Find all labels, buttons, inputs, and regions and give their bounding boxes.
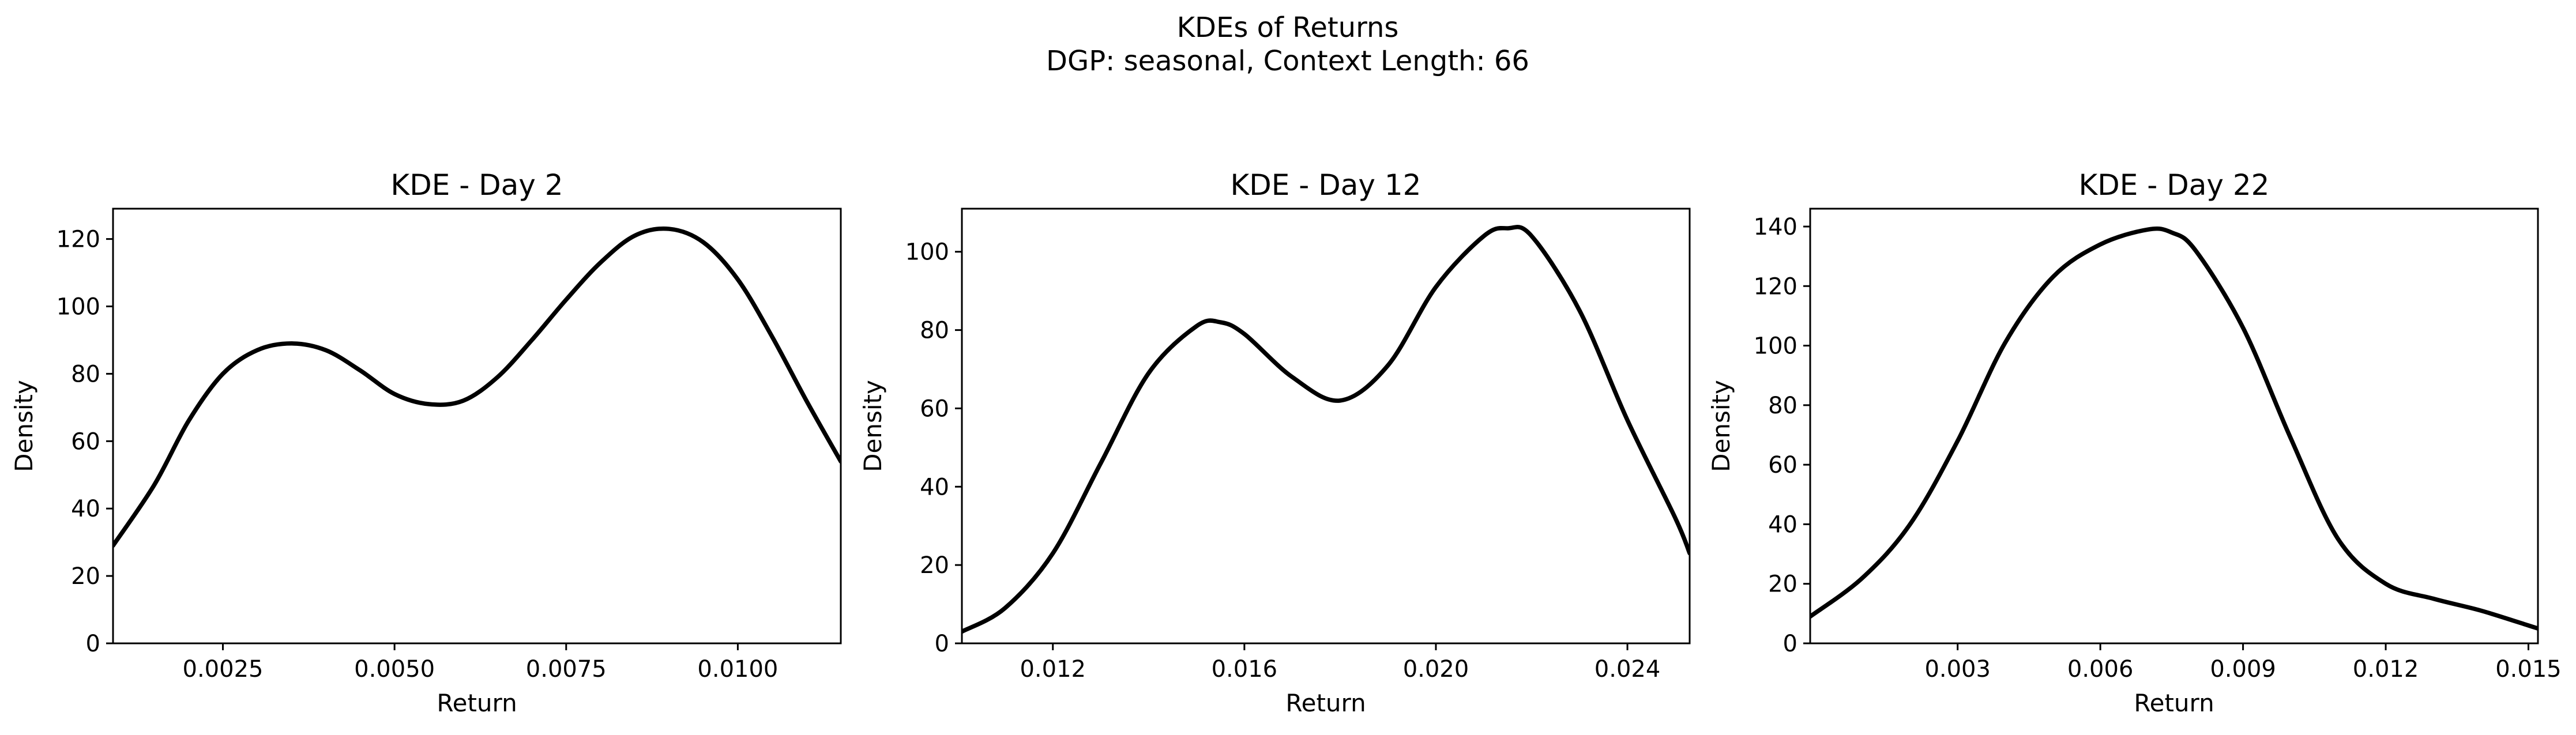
panel-title: KDE - Day 2 [390, 168, 563, 202]
y-tick-label: 20 [1768, 571, 1797, 598]
y-tick-label: 120 [1754, 273, 1797, 300]
y-tick-label: 40 [71, 496, 100, 522]
kde-curve [962, 225, 1690, 634]
panel-title: KDE - Day 22 [2079, 168, 2270, 202]
y-tick-label: 40 [920, 474, 949, 500]
panel-title: KDE - Day 12 [1231, 168, 1421, 202]
plot-frame [1809, 208, 2539, 644]
y-tick-label: 100 [905, 239, 949, 266]
x-tick-label: 0.003 [1924, 656, 1991, 683]
y-tick-label: 140 [1754, 214, 1797, 240]
x-tick-label: 0.0050 [354, 656, 435, 683]
x-tick-label: 0.006 [2067, 656, 2134, 683]
y-tick-label: 0 [935, 631, 949, 657]
y-tick-label: 80 [71, 361, 100, 387]
x-tick-label: 0.024 [1595, 656, 1661, 683]
y-tick-label: 20 [71, 563, 100, 590]
kde-panel-day-22: KDE - Day 22 0.003 0.006 0.009 0.012 0.015 0 20… [1707, 168, 2562, 717]
x-tick-label: 0.016 [1212, 656, 1278, 683]
x-axis-label: Return [1285, 689, 1366, 717]
x-tick-label: 0.0100 [697, 656, 778, 683]
kde-panel-day-2: KDE - Day 2 0.0025 0.0050 0.0075 0.0100 0 20 40… [10, 168, 842, 717]
plot-frame [112, 208, 842, 644]
y-axis-label: Density [859, 380, 887, 472]
y-tick-label: 80 [1768, 393, 1797, 419]
x-tick-label: 0.0075 [526, 656, 607, 683]
x-tick-label: 0.020 [1403, 656, 1469, 683]
figure-title-line2: DGP: seasonal, Context Length: 66 [1046, 45, 1529, 77]
x-axis-label: Return [2134, 689, 2214, 717]
y-tick-label: 60 [71, 428, 100, 455]
y-tick-label: 20 [920, 552, 949, 579]
y-tick-label: 0 [86, 631, 100, 657]
x-axis-label: Return [437, 689, 517, 717]
x-tick-label: 0.012 [2353, 656, 2419, 683]
x-tick-label: 0.009 [2210, 656, 2276, 683]
figure-title-line1: KDEs of Returns [1177, 12, 1399, 44]
y-tick-label: 0 [1783, 631, 1797, 657]
x-tick-label: 0.015 [2495, 656, 2562, 683]
y-axis-label: Density [1707, 380, 1735, 472]
plot-frame [961, 208, 1691, 644]
y-tick-label: 40 [1768, 511, 1797, 538]
y-tick-label: 100 [1754, 333, 1797, 360]
y-tick-label: 80 [920, 318, 949, 344]
y-tick-label: 100 [57, 294, 100, 321]
y-axis-label: Density [10, 380, 38, 472]
x-tick-label: 0.0025 [183, 656, 264, 683]
kde-curve [113, 226, 841, 548]
y-tick-label: 120 [57, 227, 100, 253]
kde-curve [1810, 226, 2538, 631]
kde-panel-day-12: KDE - Day 12 0.012 0.016 0.020 0.024 0 20 40 60 8… [859, 168, 1691, 717]
x-tick-label: 0.012 [1020, 656, 1086, 683]
y-tick-label: 60 [1768, 452, 1797, 478]
y-tick-label: 60 [920, 395, 949, 422]
